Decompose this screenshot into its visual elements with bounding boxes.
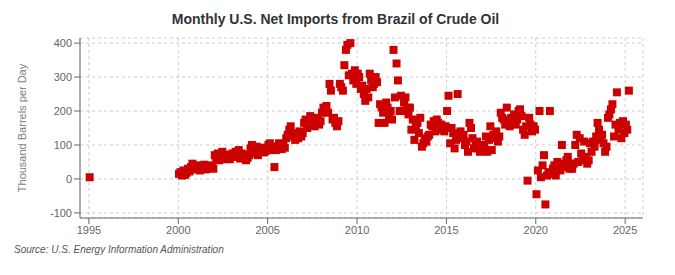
svg-text:2015: 2015 [434,224,458,236]
html-text:Monthly U.S. Net Imports from: Monthly U.S. Net Imports from Brazil of … [171,11,500,27]
svg-text:2020: 2020 [524,224,548,236]
svg-text:400: 400 [54,37,72,49]
svg-text:300: 300 [54,71,72,83]
svg-text:200: 200 [54,105,72,117]
svg-text:Thousand Barrels per Day: Thousand Barrels per Day [16,63,28,192]
svg-text:0: 0 [66,173,72,185]
svg-text:2000: 2000 [166,224,190,236]
svg-text:1995: 1995 [77,224,101,236]
svg-text:2025: 2025 [613,224,637,236]
svg-text:-100: -100 [50,207,72,219]
svg-text:2005: 2005 [255,224,279,236]
svg-text:100: 100 [54,139,72,151]
svg-text:2010: 2010 [345,224,369,236]
html-text:Source: U.S. Energy Informatio: Source: U.S. Energy Information Administ… [14,244,224,255]
